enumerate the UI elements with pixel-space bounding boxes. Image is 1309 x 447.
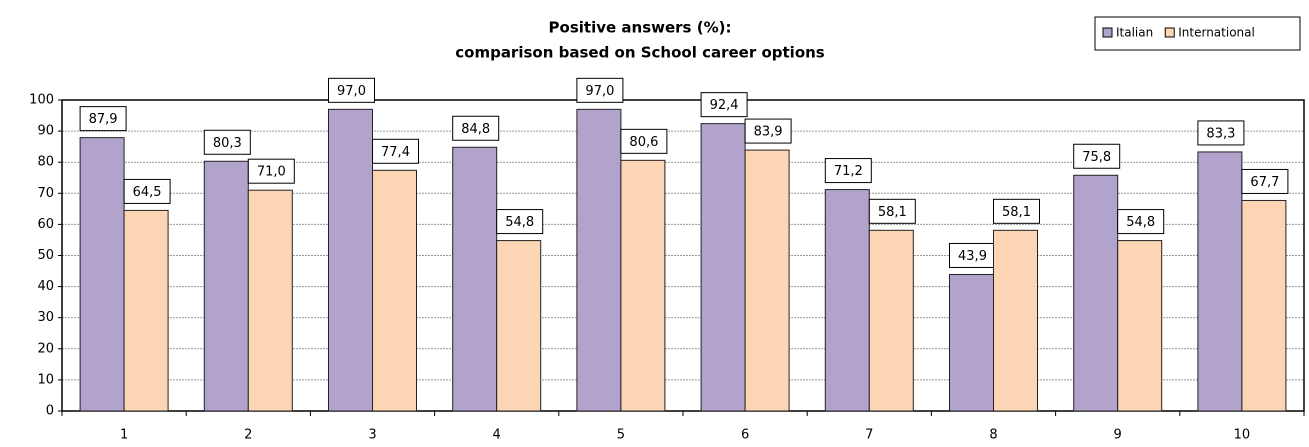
chart-title: comparison based on School career option… [455, 44, 825, 62]
label-box [949, 242, 996, 268]
data-label: 92,4 [710, 98, 739, 113]
y-tick-label: 10 [37, 372, 54, 387]
label-box [1117, 209, 1165, 235]
label-box [372, 138, 419, 164]
y-tick-label: 30 [37, 310, 54, 325]
data-label: 71,2 [834, 164, 863, 179]
legend-label: Italian [1116, 26, 1153, 40]
label-box [203, 129, 251, 155]
y-tick-label: 100 [29, 93, 54, 108]
x-tick-label: 5 [617, 428, 625, 443]
bar [744, 149, 790, 412]
bar [123, 209, 169, 412]
x-tick-label: 2 [244, 428, 252, 443]
x-tick-label: 9 [1114, 428, 1122, 443]
data-label: 54,8 [505, 215, 534, 230]
label-box [700, 92, 748, 118]
data-label: 43,9 [958, 249, 987, 264]
label-box [868, 198, 916, 224]
bar [1241, 199, 1287, 412]
y-tick-label: 0 [46, 404, 54, 419]
x-tick-label: 10 [1234, 428, 1251, 443]
data-label: 58,1 [878, 205, 907, 220]
y-tick-label: 80 [37, 155, 54, 170]
bar [576, 108, 622, 412]
data-label: 80,6 [629, 135, 658, 150]
x-tick-label: 3 [368, 428, 376, 443]
data-label: 75,8 [1082, 150, 1111, 165]
bar [824, 189, 870, 412]
label-box [79, 106, 127, 132]
label-box [1241, 168, 1289, 194]
label-box [452, 115, 500, 141]
label-box [576, 77, 624, 103]
bar [700, 123, 746, 412]
bar [1073, 174, 1119, 412]
y-tick-label: 40 [37, 279, 54, 294]
data-label: 71,0 [257, 165, 286, 180]
bar [1117, 240, 1163, 412]
label-box [993, 198, 1040, 224]
data-label: 87,9 [89, 112, 118, 127]
label-box [496, 209, 544, 235]
x-tick-label: 7 [865, 428, 873, 443]
data-label: 54,8 [1126, 215, 1155, 230]
label-box [123, 178, 171, 204]
data-label: 83,3 [1206, 126, 1235, 141]
bar [452, 146, 498, 412]
bar [1197, 151, 1243, 412]
bar [993, 229, 1038, 412]
label-box [744, 118, 792, 144]
label-box [1073, 143, 1121, 169]
y-tick-label: 70 [37, 186, 54, 201]
x-tick-label: 4 [493, 428, 501, 443]
data-label: 80,3 [213, 136, 242, 151]
legend-box [1094, 16, 1301, 51]
bar [203, 160, 249, 412]
chart-title: Positive answers (%): [549, 19, 732, 37]
data-label: 97,0 [585, 84, 614, 99]
legend-swatch [1164, 27, 1175, 38]
data-label: 83,9 [754, 125, 783, 140]
y-tick-label: 20 [37, 341, 54, 356]
data-label: 84,8 [461, 122, 490, 137]
bar [949, 273, 994, 412]
y-tick-label: 60 [37, 217, 54, 232]
bar [372, 169, 417, 412]
x-tick-label: 8 [989, 428, 997, 443]
x-tick-label: 6 [741, 428, 749, 443]
data-label: 64,5 [133, 185, 162, 200]
label-box [620, 128, 668, 154]
bar [247, 189, 293, 412]
bar [620, 159, 666, 412]
data-label: 58,1 [1002, 205, 1031, 220]
y-tick-label: 90 [37, 124, 54, 139]
data-label: 67,7 [1250, 175, 1279, 190]
data-label: 77,4 [381, 145, 410, 160]
bar [868, 229, 914, 412]
bar [79, 137, 125, 412]
y-tick-label: 50 [37, 248, 54, 263]
bar [328, 108, 373, 412]
label-box [247, 158, 295, 184]
legend-label: International [1178, 26, 1255, 40]
label-box [328, 77, 375, 103]
bar [496, 240, 542, 412]
label-box [824, 158, 872, 184]
legend-swatch [1102, 27, 1113, 38]
x-tick-label: 1 [120, 428, 128, 443]
label-box [1197, 120, 1245, 146]
data-label: 97,0 [337, 84, 366, 99]
